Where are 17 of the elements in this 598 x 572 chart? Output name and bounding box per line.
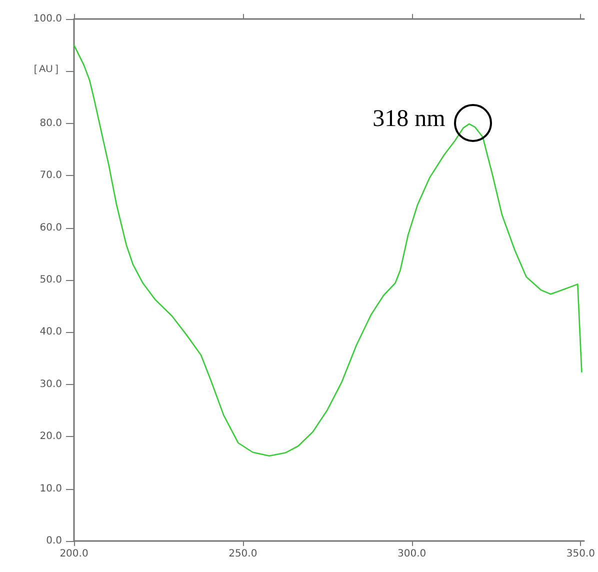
x-tick-label: 200.0 (60, 548, 88, 560)
x-tick-label: 300.0 (397, 548, 426, 560)
y-tick-label: 30.0 (40, 378, 62, 390)
y-tick-label: 50.0 (40, 274, 62, 286)
x-tick-label: 350.0 (566, 548, 596, 560)
y-axis-title: [ AU ] (34, 64, 58, 76)
y-tick-label: 40.0 (40, 326, 62, 338)
annotation: 318 nm (372, 106, 446, 134)
line-series (73, 44, 582, 457)
y-tick-label: 20.0 (40, 431, 62, 442)
y-tick-label: 80.0 (40, 118, 62, 129)
y-tick-label: 10.0 (40, 483, 62, 494)
x-tick-label: 250.0 (228, 548, 258, 560)
y-tick-label: 70.0 (40, 170, 62, 182)
y-tick-label: 60.0 (40, 222, 62, 234)
y-tick-label: 100.0 (33, 14, 62, 24)
y-tick-label: 0.0 (46, 536, 62, 546)
